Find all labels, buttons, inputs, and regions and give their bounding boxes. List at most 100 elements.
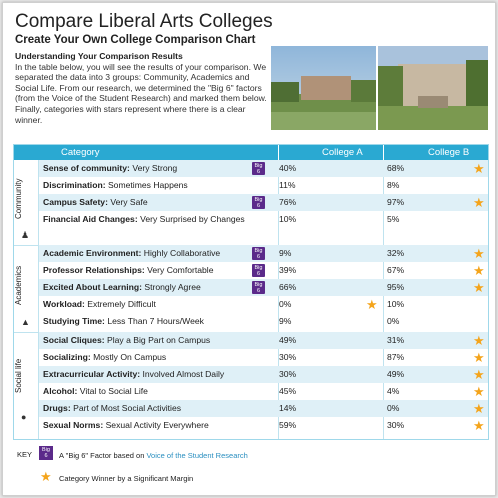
college-a-value: 49% [279, 335, 297, 345]
college-a-value: 11% [279, 180, 296, 190]
winner-star-icon: ★ [366, 297, 378, 312]
college-b-value: 4% [387, 386, 400, 396]
row-category: Social Cliques: Play a Big Part on Campu… [43, 335, 211, 345]
college-a-value: 59% [279, 420, 297, 430]
row-category: Financial Aid Changes: Very Surprised by… [43, 214, 245, 224]
table-row: Sense of community: Very Strong Big 6 40% 68… [39, 160, 488, 177]
group-label-community: Community [14, 178, 23, 220]
college-b-value: 67% [387, 265, 405, 275]
college-b-value: 5% [387, 214, 400, 224]
table-row: Excited About Learning: Strongly Agree Bi… [39, 279, 488, 296]
row-category: Sexual Norms: Sexual Activity Everywhere [43, 420, 209, 430]
college-a-value: 10% [279, 214, 297, 224]
row-category: Sense of community: Very Strong [43, 163, 178, 173]
comparison-table: Category College A College B Community ♟… [13, 144, 489, 440]
winner-star-icon: ★ [473, 161, 485, 176]
college-a-value: 30% [279, 369, 297, 379]
college-a-value: 9% [279, 316, 292, 326]
intro-heading: Understanding Your Comparison Results [15, 51, 183, 61]
winner-star-icon: ★ [473, 350, 485, 365]
big6-badge: Big 6 [252, 281, 265, 294]
intro-body: In the table below, you will see the res… [15, 61, 267, 125]
winner-star-icon: ★ [473, 384, 485, 399]
big6-badge: Big 6 [252, 162, 265, 175]
winner-star-icon: ★ [473, 280, 485, 295]
table-row: Academic Environment: Highly Collaborati… [39, 245, 488, 262]
college-b-value: 97% [387, 197, 405, 207]
row-category: Studying Time: Less Than 7 Hours/Week [43, 316, 204, 326]
college-b-value: 8% [387, 180, 400, 190]
winner-star-icon: ★ [473, 418, 485, 433]
college-a-value: 0% [279, 299, 292, 309]
big6-badge: Big 6 [252, 247, 265, 260]
people-icon: ● [21, 412, 27, 422]
header-college-b: College B [428, 147, 470, 158]
row-category: Alcohol: Vital to Social Life [43, 386, 148, 396]
table-row: Financial Aid Changes: Very Surprised by… [39, 211, 488, 245]
college-b-value: 0% [387, 316, 400, 326]
winner-star-icon: ★ [473, 195, 485, 210]
college-a-value: 30% [279, 352, 297, 362]
key-star-text: Category Winner by a Significant Margin [59, 474, 194, 483]
college-b-value: 32% [387, 248, 405, 258]
big6-badge: Big 6 [252, 264, 265, 277]
table-row: Socializing: Mostly On Campus 30% 87% ★ [39, 349, 488, 366]
college-b-value: 10% [387, 299, 405, 309]
college-a-value: 14% [279, 403, 297, 413]
voice-of-student-link[interactable]: Voice of the Student Research [146, 451, 248, 460]
college-a-value: 40% [279, 163, 297, 173]
row-category: Academic Environment: Highly Collaborati… [43, 248, 221, 258]
college-a-value: 39% [279, 265, 297, 275]
table-row: Studying Time: Less Than 7 Hours/Week 9% 0… [39, 313, 488, 332]
college-b-value: 95% [387, 282, 405, 292]
table-row: Discrimination: Sometimes Happens 11% 8% [39, 177, 488, 194]
college-a-value: 9% [279, 248, 292, 258]
winner-star-icon: ★ [473, 401, 485, 416]
winner-star-icon: ★ [473, 367, 485, 382]
college-b-value: 0% [387, 403, 400, 413]
row-category: Campus Safety: Very Safe [43, 197, 148, 207]
group-social-life: Social life ● [14, 332, 39, 439]
page-title: Compare Liberal Arts Colleges [15, 11, 273, 32]
key-star-icon: ★ [40, 469, 52, 484]
row-category: Workload: Extremely Difficult [43, 299, 156, 309]
college-b-value: 31% [387, 335, 405, 345]
table-row: Drugs: Part of Most Social Activities 14%… [39, 400, 488, 417]
group-community: Community ♟ [14, 160, 39, 245]
page-subtitle: Create Your Own College Comparison Chart [15, 34, 256, 46]
campus-photo-b [378, 46, 488, 130]
college-b-value: 49% [387, 369, 405, 379]
header-college-a: College A [322, 147, 363, 158]
table-row: Workload: Extremely Difficult 0% 10% ★ [39, 296, 488, 313]
big6-badge: Big 6 [252, 196, 265, 209]
key-big6-badge: Big 6 [39, 446, 53, 460]
campus-photo-a [271, 46, 376, 130]
row-category: Extracurricular Activity: Involved Almos… [43, 369, 225, 379]
table-row: Extracurricular Activity: Involved Almos… [39, 366, 488, 383]
row-category: Socializing: Mostly On Campus [43, 352, 167, 362]
winner-star-icon: ★ [473, 333, 485, 348]
winner-star-icon: ★ [473, 246, 485, 261]
college-a-value: 66% [279, 282, 297, 292]
community-icon: ♟ [21, 230, 30, 240]
intro-text: Understanding Your Comparison Results In… [15, 51, 269, 125]
group-label-social-life: Social life [14, 358, 23, 394]
table-row: Alcohol: Vital to Social Life 45% 4% ★ [39, 383, 488, 400]
college-b-value: 68% [387, 163, 405, 173]
college-a-value: 45% [279, 386, 297, 396]
row-category: Professor Relationships: Very Comfortabl… [43, 265, 214, 275]
graduation-cap-icon: ▲ [21, 317, 30, 327]
college-b-value: 87% [387, 352, 405, 362]
key-label: KEY [17, 450, 33, 459]
college-a-value: 76% [279, 197, 297, 207]
row-category: Excited About Learning: Strongly Agree [43, 282, 201, 292]
table-row: Sexual Norms: Sexual Activity Everywhere… [39, 417, 488, 439]
key-big6-text: A "Big 6" Factor based on Voice of the S… [59, 451, 248, 460]
table-row: Professor Relationships: Very Comfortabl… [39, 262, 488, 279]
table-row: Social Cliques: Play a Big Part on Campu… [39, 332, 488, 349]
row-category: Drugs: Part of Most Social Activities [43, 403, 182, 413]
row-category: Discrimination: Sometimes Happens [43, 180, 188, 190]
winner-star-icon: ★ [473, 263, 485, 278]
group-label-academics: Academics [14, 265, 23, 305]
